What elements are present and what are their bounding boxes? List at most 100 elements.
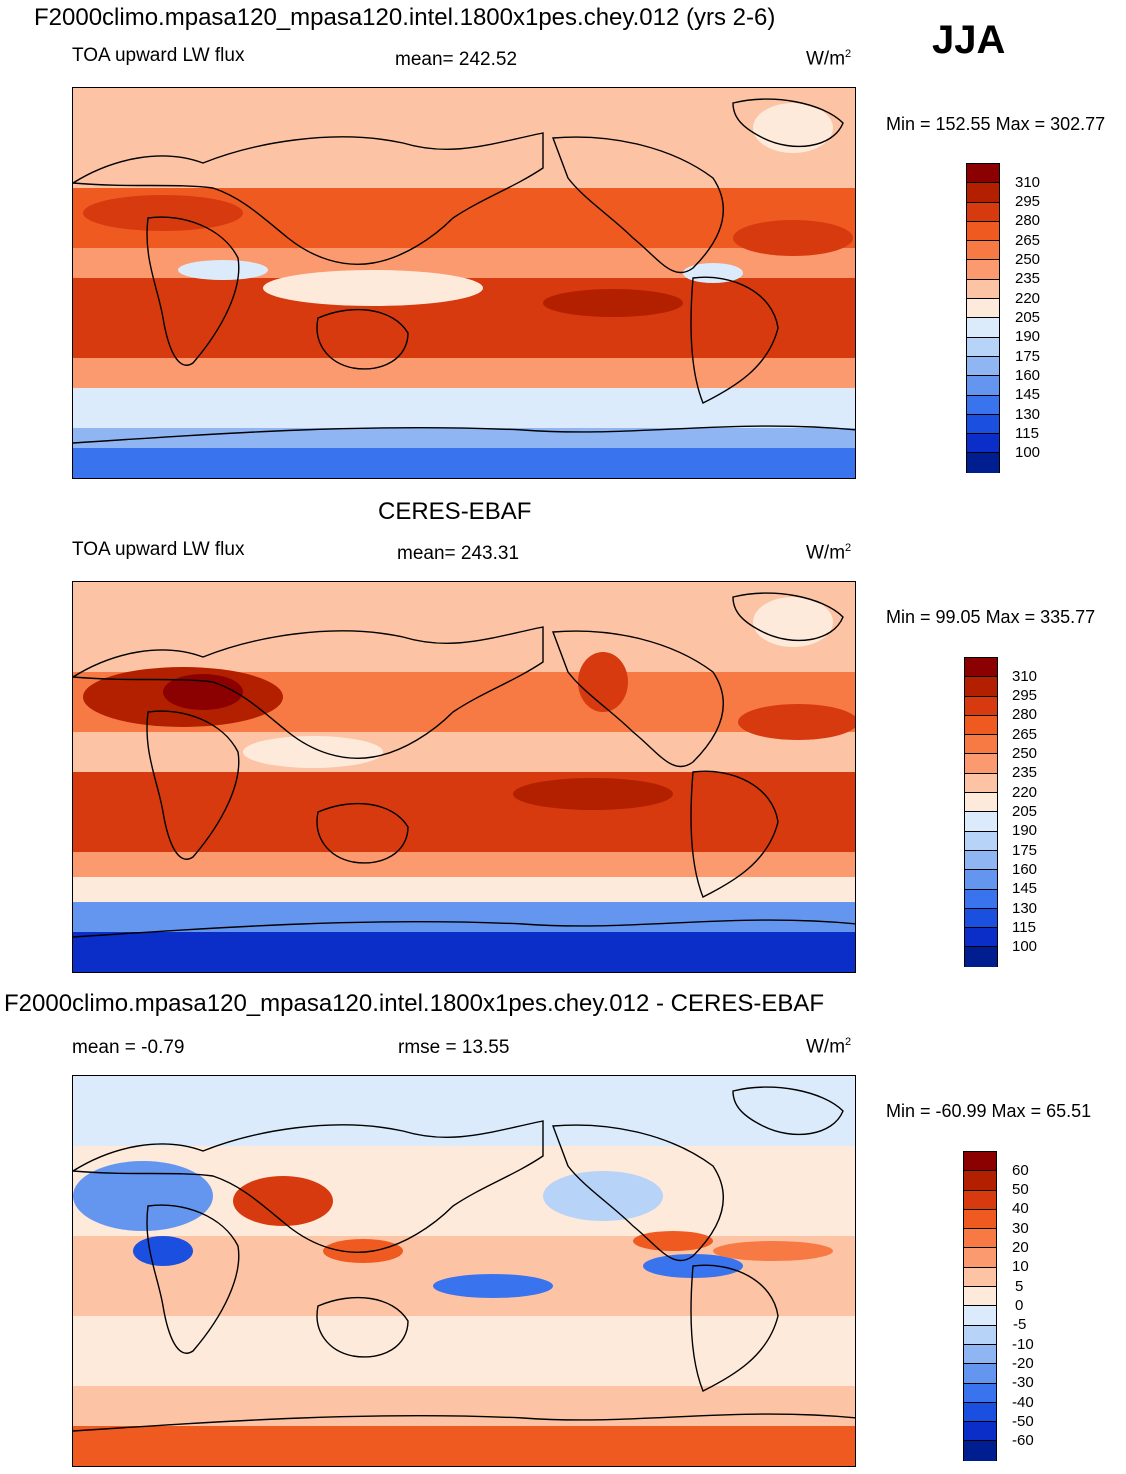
coastline-australia <box>316 308 409 370</box>
panel1-colorbar <box>966 163 1000 473</box>
colorbar-label: 220 <box>1012 784 1038 801</box>
colorbar-label: -10 <box>1012 1336 1034 1353</box>
panel1-variable: TOA upward LW flux <box>72 45 245 66</box>
colorbar-label: 115 <box>1015 425 1039 442</box>
colorbar-label: 100 <box>1015 444 1041 461</box>
colorbar-swatch <box>967 318 999 338</box>
panel3-heading: F2000climo.mpasa120_mpasa120.intel.1800x… <box>4 990 825 1017</box>
colorbar-swatch <box>964 1364 996 1384</box>
colorbar-swatch <box>964 1248 996 1268</box>
colorbar-swatch <box>964 1383 996 1403</box>
colorbar-swatch <box>965 831 997 851</box>
colorbar-swatch <box>965 812 997 832</box>
field-blob <box>263 270 483 306</box>
colorbar-swatch <box>965 735 997 755</box>
panel3-units: W/m2 <box>806 1036 852 1058</box>
panel3-field-blobs <box>73 1161 833 1298</box>
colorbar-label: 250 <box>1012 745 1038 762</box>
field-band <box>73 902 855 932</box>
panel3-colorbar <box>963 1151 997 1461</box>
colorbar-swatch <box>965 696 997 716</box>
panel3-map <box>72 1075 856 1467</box>
colorbar-swatch <box>965 850 997 871</box>
colorbar-swatch <box>965 947 997 967</box>
coastline-greenland <box>732 1086 844 1136</box>
field-band <box>73 1076 855 1146</box>
colorbar-swatch <box>964 1344 996 1365</box>
colorbar-swatch <box>965 773 997 794</box>
coastline-north-america <box>552 630 725 768</box>
colorbar-label: 30 <box>1012 1220 1029 1237</box>
field-band <box>73 88 855 188</box>
colorbar-swatch <box>965 677 997 697</box>
colorbar-swatch <box>965 754 997 774</box>
colorbar-swatch <box>967 260 999 280</box>
panel2-field-blobs <box>83 597 855 810</box>
panel2-map <box>72 581 856 973</box>
panel1-coastlines <box>73 98 855 444</box>
field-band <box>73 388 855 428</box>
colorbar-label: 220 <box>1015 290 1041 307</box>
colorbar-swatch <box>964 1229 996 1249</box>
colorbar-label: 295 <box>1012 687 1038 704</box>
panel2-map-svg <box>73 582 855 972</box>
field-blob <box>178 260 268 280</box>
coastline-australia <box>316 802 409 864</box>
colorbar-label: 0 <box>1015 1297 1024 1314</box>
panel3-minmax: Min = -60.99 Max = 65.51 <box>886 1101 1092 1121</box>
colorbar-swatch <box>964 1267 996 1288</box>
field-blob <box>243 736 383 768</box>
field-blob <box>73 1161 213 1231</box>
colorbar-label: 20 <box>1012 1239 1029 1256</box>
colorbar-label: 100 <box>1012 938 1038 955</box>
colorbar-label: 205 <box>1015 309 1041 326</box>
coastline-antarctica <box>73 919 855 938</box>
panel2-units: W/m2 <box>806 542 852 564</box>
coastline-eurasia <box>73 626 544 759</box>
field-blob <box>543 1171 663 1221</box>
field-band <box>73 877 855 902</box>
field-blob <box>433 1274 553 1298</box>
panel1-units: W/m2 <box>806 48 852 70</box>
coastline-eurasia <box>73 1120 544 1253</box>
colorbar-swatch <box>965 889 997 909</box>
colorbar-label: 205 <box>1012 803 1038 820</box>
field-blob <box>578 652 628 712</box>
colorbar-swatch <box>964 1306 996 1326</box>
colorbar-label: 280 <box>1012 706 1038 723</box>
colorbar-swatch <box>967 221 999 242</box>
field-band <box>73 1426 855 1466</box>
panel1-mean: mean= 242.52 <box>395 49 518 70</box>
colorbar-swatch <box>967 202 999 222</box>
coastline-eurasia <box>73 132 544 265</box>
colorbar-swatch <box>965 908 997 929</box>
colorbar-label: 280 <box>1015 212 1041 229</box>
main-title: F2000climo.mpasa120_mpasa120.intel.1800x… <box>34 4 776 31</box>
field-blob <box>513 778 673 810</box>
colorbar-swatch <box>967 395 999 415</box>
panel1-minmax: Min = 152.55 Max = 302.77 <box>886 114 1106 134</box>
panel2-minmax: Min = 99.05 Max = 335.77 <box>886 607 1096 627</box>
coastline-greenland <box>732 98 844 148</box>
field-blob <box>543 289 683 317</box>
coastline-south-america <box>690 276 779 404</box>
colorbar-label: 265 <box>1012 726 1038 743</box>
colorbar-swatch <box>967 241 999 261</box>
field-blob <box>83 195 243 231</box>
panel3-mean: mean = -0.79 <box>72 1037 185 1058</box>
coastline-antarctica <box>73 425 855 444</box>
colorbar-swatch <box>965 928 997 948</box>
field-blob <box>738 704 855 740</box>
colorbar-swatch <box>965 870 997 890</box>
colorbar-swatch <box>967 299 999 319</box>
coastline-antarctica <box>73 1413 855 1432</box>
colorbar-swatch <box>964 1441 996 1461</box>
panel2-heading: CERES-EBAF <box>378 498 532 525</box>
coastline-south-america <box>690 770 779 898</box>
colorbar-swatch <box>967 183 999 203</box>
field-blob <box>633 1231 713 1251</box>
panel3-rmse: rmse = 13.55 <box>398 1037 510 1058</box>
panel3-map-svg <box>73 1076 855 1466</box>
field-band <box>73 732 855 772</box>
colorbar-label: 130 <box>1012 900 1038 917</box>
